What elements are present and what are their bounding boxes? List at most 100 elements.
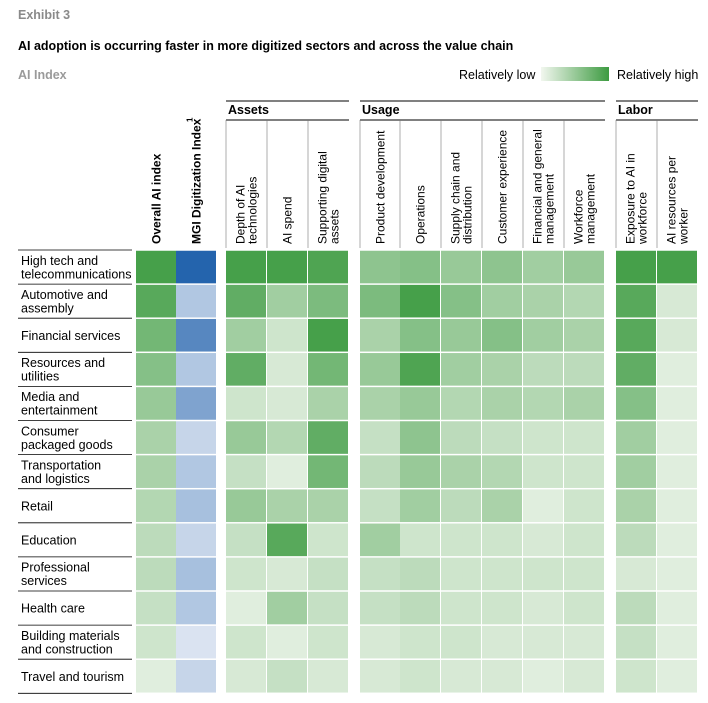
heatmap-cell bbox=[482, 557, 522, 591]
legend-gradient-bar bbox=[541, 67, 609, 81]
legend-high-label: Relatively high bbox=[617, 68, 699, 82]
heatmap-cell bbox=[400, 284, 440, 318]
heatmap-cell bbox=[441, 489, 481, 523]
heatmap-cell bbox=[360, 489, 400, 523]
column-label: Supporting digital bbox=[316, 151, 330, 244]
heatmap-cell bbox=[267, 659, 307, 693]
heatmap-cell bbox=[564, 523, 604, 557]
heatmap-cell bbox=[616, 557, 656, 591]
row-label: Consumer bbox=[21, 424, 79, 438]
heatmap-cell bbox=[441, 591, 481, 625]
heatmap-cell bbox=[441, 523, 481, 557]
heatmap-cell bbox=[267, 489, 307, 523]
heatmap-cell bbox=[267, 421, 307, 454]
heatmap-cell bbox=[564, 318, 604, 352]
heatmap-cell bbox=[308, 318, 348, 352]
heatmap-cell bbox=[482, 353, 522, 386]
heatmap-cell bbox=[360, 523, 400, 557]
row-label: Automotive and bbox=[21, 288, 108, 302]
heatmap-cell bbox=[564, 353, 604, 386]
heatmap-cell bbox=[136, 523, 176, 557]
heatmap-cell bbox=[482, 318, 522, 352]
row-label: entertainment bbox=[21, 404, 98, 418]
heatmap-cell bbox=[176, 625, 216, 659]
heatmap-cell bbox=[482, 523, 522, 557]
heatmap-cell bbox=[136, 318, 176, 352]
row-label: Health care bbox=[21, 602, 85, 616]
heatmap-cell bbox=[657, 353, 697, 386]
row-label: Building materials bbox=[21, 629, 120, 643]
heatmap-cell bbox=[176, 659, 216, 693]
column-label: Customer experience bbox=[496, 130, 510, 244]
heatmap-cell bbox=[482, 284, 522, 318]
heatmap-cell bbox=[657, 318, 697, 352]
heatmap-cell bbox=[616, 489, 656, 523]
heatmap-cell bbox=[657, 250, 697, 284]
heatmap-cell bbox=[657, 489, 697, 523]
column-label: Overall AI index bbox=[150, 153, 164, 244]
heatmap-cell bbox=[136, 250, 176, 284]
heatmap-cell bbox=[482, 387, 522, 420]
heatmap-cell bbox=[136, 353, 176, 386]
row-label: services bbox=[21, 574, 67, 588]
heatmap-cell bbox=[226, 591, 266, 625]
heatmap-cell bbox=[482, 489, 522, 523]
column-label: Operations bbox=[414, 185, 428, 244]
heatmap-cell bbox=[616, 250, 656, 284]
heatmap-cell bbox=[441, 625, 481, 659]
heatmap-cell bbox=[176, 284, 216, 318]
heatmap-cell bbox=[136, 591, 176, 625]
heatmap-cell bbox=[400, 421, 440, 454]
heatmap-cell bbox=[616, 659, 656, 693]
column-label: MGI Digitization Index bbox=[190, 118, 204, 244]
heatmap-cell bbox=[267, 523, 307, 557]
heatmap-cell bbox=[226, 625, 266, 659]
legend-low-label: Relatively low bbox=[459, 68, 536, 82]
row-label: utilities bbox=[21, 370, 59, 384]
row-label: and logistics bbox=[21, 472, 90, 486]
heatmap-cell bbox=[267, 591, 307, 625]
heatmap-cell bbox=[616, 353, 656, 386]
heatmap-cell bbox=[523, 625, 563, 659]
column-label: technologies bbox=[246, 177, 260, 244]
column-label: distribution bbox=[461, 186, 475, 244]
column-label: worker bbox=[677, 208, 691, 245]
heatmap-cell bbox=[616, 318, 656, 352]
heatmap-cell bbox=[308, 284, 348, 318]
heatmap-cell bbox=[360, 455, 400, 488]
heatmap-cell bbox=[136, 557, 176, 591]
heatmap-cell bbox=[564, 659, 604, 693]
heatmap-cell bbox=[267, 625, 307, 659]
heatmap-cell bbox=[657, 557, 697, 591]
heatmap-cell bbox=[523, 455, 563, 488]
heatmap-cell bbox=[441, 353, 481, 386]
heatmap-cell bbox=[400, 557, 440, 591]
heatmap-cell bbox=[136, 455, 176, 488]
heatmap-cell bbox=[308, 625, 348, 659]
chart-title: AI adoption is occurring faster in more … bbox=[18, 39, 514, 53]
heatmap-cell bbox=[441, 284, 481, 318]
heatmap-cell bbox=[136, 387, 176, 420]
column-label: Product development bbox=[374, 130, 388, 244]
heatmap-cell bbox=[226, 353, 266, 386]
heatmap-cell bbox=[482, 625, 522, 659]
heatmap-cell bbox=[523, 353, 563, 386]
heatmap-cell bbox=[360, 284, 400, 318]
row-label: Education bbox=[21, 533, 77, 547]
heatmap-cell bbox=[616, 387, 656, 420]
heatmap-cell bbox=[441, 250, 481, 284]
heatmap-cell bbox=[564, 557, 604, 591]
column-label: Supply chain and bbox=[449, 152, 463, 244]
heatmap-cell bbox=[136, 659, 176, 693]
heatmap-cell bbox=[400, 489, 440, 523]
heatmap-cell bbox=[400, 353, 440, 386]
row-label: assembly bbox=[21, 301, 75, 315]
heatmap-cell bbox=[657, 387, 697, 420]
heatmap-cell bbox=[400, 387, 440, 420]
column-label: AI spend bbox=[281, 197, 295, 244]
heatmap-cell bbox=[308, 250, 348, 284]
row-label: High tech and bbox=[21, 254, 98, 268]
column-footnote-marker: 1 bbox=[186, 117, 195, 122]
heatmap-cell bbox=[267, 250, 307, 284]
